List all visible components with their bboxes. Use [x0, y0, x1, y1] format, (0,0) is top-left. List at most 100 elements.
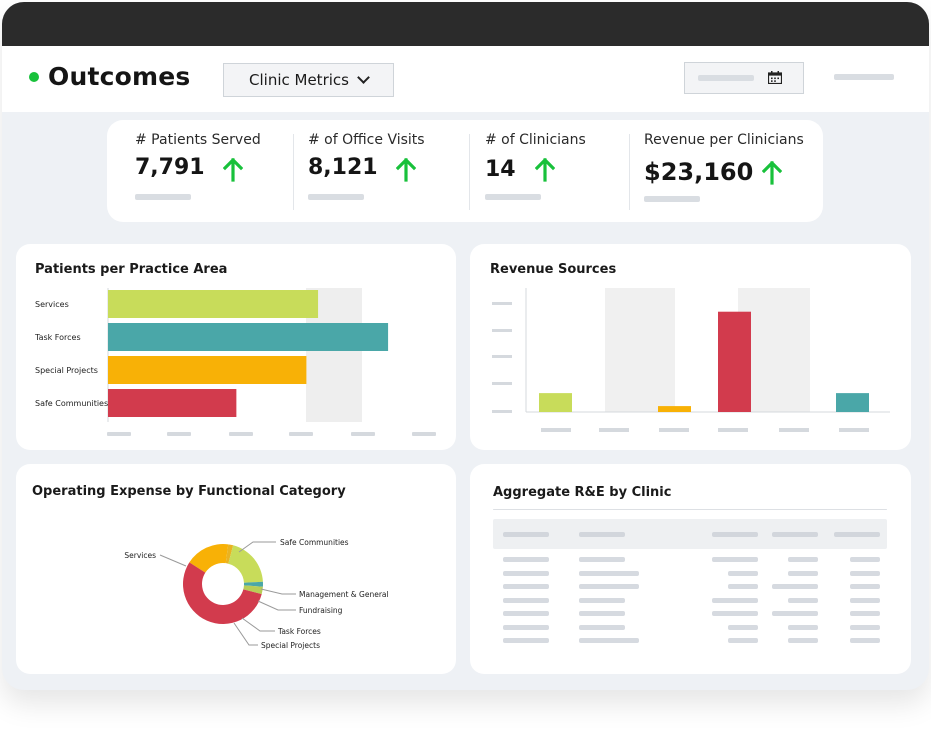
table-cell	[503, 584, 549, 589]
arrow-up-icon	[396, 158, 416, 182]
metric-value: 8,121	[308, 155, 378, 180]
tick-placeholder	[718, 428, 748, 432]
metric-divider	[469, 134, 470, 210]
bar	[108, 356, 307, 384]
tick-placeholder	[659, 428, 689, 432]
tick-placeholder	[599, 428, 629, 432]
card-title: Operating Expense by Functional Category	[32, 484, 346, 499]
leader-line	[241, 617, 275, 632]
table-cell	[503, 597, 549, 603]
table-cell	[503, 557, 549, 562]
table-cell	[728, 584, 758, 589]
leader-line	[260, 588, 296, 595]
pie-slice	[243, 581, 263, 587]
table-cell	[788, 638, 818, 643]
pie-slice	[183, 562, 262, 624]
table-cell	[850, 611, 880, 616]
metric-label: Revenue per Clinicians	[644, 132, 804, 148]
date-placeholder	[698, 75, 754, 81]
table-cell	[503, 638, 549, 643]
slice-label: Management & General	[299, 590, 389, 599]
slice-label: Safe Communities	[280, 538, 349, 547]
date-picker[interactable]	[684, 62, 804, 94]
table-cell	[850, 624, 880, 630]
table-cell	[728, 570, 758, 576]
revenue-sources-card: Revenue Sources	[470, 244, 911, 450]
dashboard-header: Outcomes Clinic Metrics	[2, 46, 929, 112]
table-cell	[788, 597, 818, 603]
dropdown-label: Clinic Metrics	[249, 71, 349, 89]
tick-placeholder	[351, 432, 375, 436]
bar	[108, 290, 319, 318]
arrow-up-icon	[223, 158, 243, 182]
table-cell	[850, 597, 880, 603]
table-cell	[579, 570, 639, 576]
tick-placeholder	[779, 428, 809, 432]
category-label: Services	[35, 300, 69, 309]
table-cell	[503, 570, 549, 576]
window-titlebar	[2, 2, 929, 46]
metric-label: # of Office Visits	[308, 132, 425, 148]
leader-line	[238, 541, 276, 553]
ytick-placeholder	[492, 382, 512, 385]
card-title: Aggregate R&E by Clinic	[493, 485, 672, 500]
metric-placeholder	[135, 194, 191, 200]
leader-line	[233, 622, 258, 646]
tick-placeholder	[541, 428, 571, 432]
pie-slice	[189, 544, 229, 573]
table-cell	[503, 611, 549, 616]
bar	[836, 393, 869, 412]
header-cell	[772, 532, 818, 537]
table-cell	[772, 611, 818, 616]
bar	[108, 323, 389, 351]
table-cell	[728, 638, 758, 643]
table-cell	[712, 597, 758, 603]
category-label: Task Forces	[34, 333, 81, 342]
metrics-panel: # Patients Served 7,791 # of Office Visi…	[107, 120, 823, 222]
slice-label: Special Projects	[261, 641, 320, 650]
tick-placeholder	[167, 432, 191, 436]
table-cell	[579, 584, 639, 589]
operating-expense-chart: Safe Communities Management & General Fund…	[124, 538, 389, 650]
metric-divider	[293, 134, 294, 210]
table-cell	[579, 611, 625, 616]
bar	[539, 393, 572, 412]
category-label: Special Projects	[35, 366, 98, 375]
tick-placeholder	[289, 432, 313, 436]
table-cell	[850, 584, 880, 589]
bar	[658, 406, 691, 412]
header-cell	[579, 532, 625, 537]
status-dot-icon	[29, 72, 39, 82]
calendar-icon	[768, 71, 782, 84]
header-cell	[834, 532, 880, 537]
tick-placeholder	[107, 432, 131, 436]
table-cell	[503, 624, 549, 630]
tick-placeholder	[412, 432, 436, 436]
header-cell	[503, 532, 549, 537]
table-cell	[728, 624, 758, 630]
card-title: Patients per Practice Area	[35, 262, 228, 277]
metric-placeholder	[644, 196, 700, 202]
table-cell	[579, 597, 625, 603]
arrow-up-icon	[762, 161, 782, 185]
chart-band	[605, 288, 675, 412]
ytick-placeholder	[492, 355, 512, 358]
header-placeholder	[834, 74, 894, 80]
table-cell	[772, 584, 818, 589]
bar	[718, 311, 751, 412]
ytick-placeholder	[492, 329, 512, 332]
table-cell	[850, 638, 880, 643]
clinic-metrics-dropdown[interactable]: Clinic Metrics	[223, 63, 394, 97]
revenue-sources-chart	[492, 288, 890, 432]
table-cell	[579, 638, 639, 643]
tick-placeholder	[839, 428, 869, 432]
bar	[108, 389, 237, 417]
table-cell	[712, 611, 758, 616]
slice-label: Task Forces	[277, 627, 321, 636]
metric-value: 14	[485, 157, 516, 182]
page-title: Outcomes	[48, 62, 191, 91]
metric-label: # Patients Served	[135, 132, 261, 148]
ytick-placeholder	[492, 302, 512, 305]
pie-slice	[243, 585, 263, 595]
practice-area-card: Patients per Practice Area Services Task …	[16, 244, 456, 450]
